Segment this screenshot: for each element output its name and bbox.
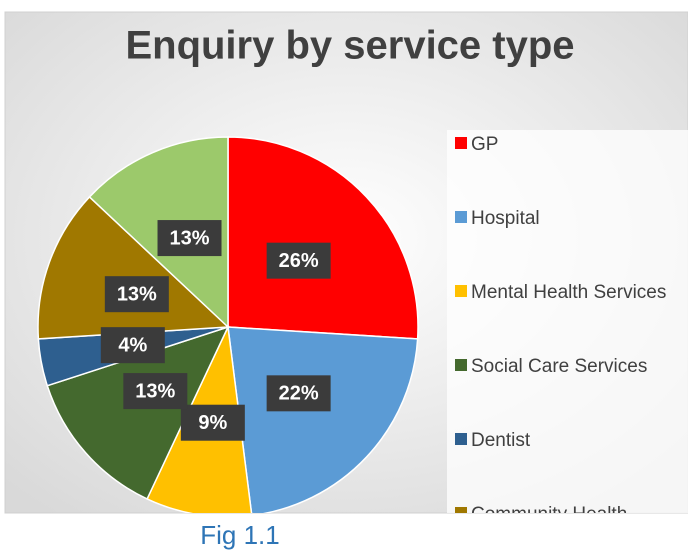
legend-swatch: [455, 211, 467, 223]
legend-swatch: [455, 137, 467, 149]
data-label: 13%: [170, 227, 210, 249]
legend-label: GP: [471, 134, 499, 155]
data-label: 9%: [198, 412, 227, 434]
data-label-box: [123, 373, 188, 410]
legend-swatch: [455, 359, 467, 371]
data-label: 13%: [117, 283, 157, 305]
data-label-box: [157, 220, 222, 257]
legend-item: Dentist: [455, 426, 685, 456]
chart-title: Enquiry by service type: [125, 24, 574, 68]
data-label: 4%: [118, 334, 147, 356]
legend-swatch: [455, 507, 467, 513]
pie-slice: [37, 195, 230, 340]
legend-label: Dentist: [471, 430, 531, 451]
data-label: 22%: [279, 383, 319, 405]
pie: 26% 22% 9% 13% 4% 13% 13%: [37, 136, 419, 513]
data-label-box: [100, 327, 165, 364]
caption: Fig 1.1: [200, 520, 280, 550]
legend: GP Hospital Mental Health Services Social C…: [447, 130, 688, 513]
data-label: 13%: [135, 380, 175, 402]
legend-label: Social Care Services: [471, 356, 648, 377]
legend-swatch: [455, 433, 467, 445]
pie-slice: [227, 326, 419, 513]
legend-label: Community Health: [471, 504, 627, 513]
data-label-box: [180, 404, 245, 441]
pie-slice: [46, 325, 230, 500]
data-label-box: [266, 375, 331, 412]
legend-label: Mental Health Services: [471, 282, 667, 303]
legend-item: Community Health: [455, 500, 685, 513]
legend-item: Mental Health Services: [455, 278, 685, 308]
data-label: 26%: [279, 250, 319, 272]
legend-label: Hospital: [471, 208, 540, 229]
pie-slice: [227, 136, 419, 340]
legend-item: Social Care Services: [455, 352, 685, 382]
data-label-box: [104, 276, 169, 313]
data-label-box: [266, 242, 331, 279]
legend-item: Hospital: [455, 204, 685, 234]
legend-item: GP: [455, 130, 685, 160]
legend-swatch: [455, 285, 467, 297]
